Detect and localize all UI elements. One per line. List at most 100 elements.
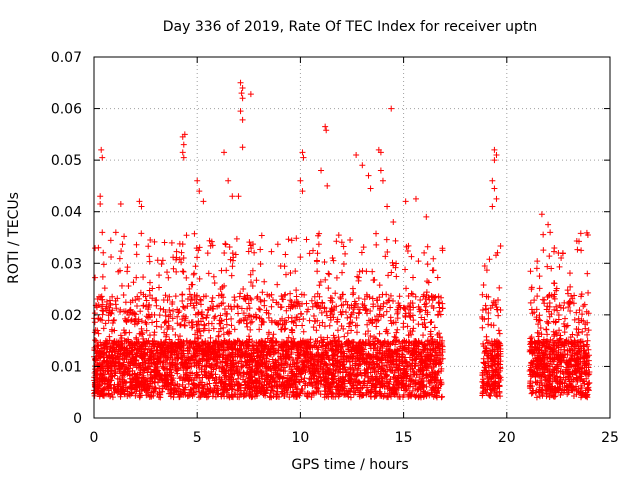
data-point bbox=[358, 249, 365, 256]
data-point bbox=[482, 302, 489, 309]
data-point bbox=[428, 293, 435, 300]
data-point bbox=[479, 324, 486, 331]
data-point bbox=[258, 321, 265, 328]
data-point bbox=[160, 306, 167, 313]
data-point bbox=[310, 324, 317, 331]
data-point bbox=[353, 329, 360, 336]
data-point bbox=[283, 307, 290, 314]
data-point bbox=[401, 304, 408, 311]
data-point bbox=[412, 380, 419, 387]
data-point bbox=[195, 335, 202, 342]
data-point bbox=[208, 298, 215, 305]
data-point bbox=[247, 319, 254, 326]
data-point bbox=[421, 249, 428, 256]
data-point bbox=[111, 317, 118, 324]
data-point bbox=[244, 305, 251, 312]
data-point bbox=[344, 330, 351, 337]
data-point bbox=[167, 390, 174, 397]
data-point bbox=[175, 309, 182, 316]
data-point bbox=[303, 236, 310, 243]
data-point bbox=[383, 291, 390, 298]
data-point bbox=[179, 149, 186, 156]
data-point bbox=[402, 354, 409, 361]
data-point bbox=[324, 334, 331, 341]
data-point bbox=[434, 274, 441, 281]
data-point bbox=[392, 264, 399, 271]
data-point bbox=[342, 250, 349, 257]
data-point bbox=[325, 270, 332, 277]
data-point bbox=[489, 203, 496, 210]
data-point bbox=[239, 339, 246, 346]
data-point bbox=[330, 257, 337, 264]
data-point bbox=[179, 298, 186, 305]
data-point bbox=[424, 349, 431, 356]
data-point bbox=[247, 91, 254, 98]
data-point bbox=[248, 279, 255, 286]
data-point bbox=[154, 257, 161, 264]
data-point bbox=[112, 229, 119, 236]
data-point bbox=[311, 293, 318, 300]
data-point bbox=[367, 333, 374, 340]
data-point bbox=[190, 271, 197, 278]
data-point bbox=[373, 230, 380, 237]
data-point bbox=[334, 318, 341, 325]
data-point bbox=[190, 385, 197, 392]
data-point bbox=[423, 367, 430, 374]
data-point bbox=[257, 296, 264, 303]
data-point bbox=[257, 246, 264, 253]
data-point bbox=[118, 282, 125, 289]
data-point bbox=[134, 303, 141, 310]
data-point bbox=[168, 239, 175, 246]
data-point bbox=[152, 297, 159, 304]
data-point bbox=[365, 172, 372, 179]
data-point bbox=[348, 327, 355, 334]
data-point bbox=[544, 318, 551, 325]
data-point bbox=[316, 322, 323, 329]
data-point bbox=[125, 283, 132, 290]
data-point bbox=[205, 270, 212, 277]
data-point bbox=[384, 203, 391, 210]
data-point bbox=[268, 303, 275, 310]
data-point bbox=[287, 270, 294, 277]
data-point bbox=[237, 108, 244, 115]
data-point bbox=[133, 349, 140, 356]
data-point bbox=[269, 335, 276, 342]
data-point bbox=[299, 149, 306, 156]
data-point bbox=[162, 319, 169, 326]
data-point bbox=[249, 318, 256, 325]
data-point bbox=[133, 251, 140, 258]
data-point bbox=[255, 305, 262, 312]
data-point bbox=[121, 233, 128, 240]
data-point bbox=[153, 302, 160, 309]
data-point bbox=[218, 291, 225, 298]
data-point bbox=[136, 198, 143, 205]
data-point bbox=[136, 330, 143, 337]
data-point bbox=[369, 268, 376, 275]
data-point bbox=[323, 127, 330, 134]
data-point bbox=[261, 278, 268, 285]
data-point bbox=[223, 316, 230, 323]
data-point bbox=[376, 282, 383, 289]
data-point bbox=[176, 375, 183, 382]
data-point bbox=[196, 188, 203, 195]
data-point bbox=[165, 274, 172, 281]
data-point bbox=[99, 229, 106, 236]
data-point bbox=[112, 301, 119, 308]
data-point bbox=[315, 241, 322, 248]
data-point bbox=[428, 303, 435, 310]
data-point bbox=[179, 241, 186, 248]
data-point bbox=[229, 263, 236, 270]
data-point bbox=[322, 370, 329, 377]
data-point bbox=[211, 315, 218, 322]
data-point bbox=[309, 344, 316, 351]
data-point bbox=[161, 329, 168, 336]
data-point bbox=[431, 324, 438, 331]
data-point bbox=[430, 255, 437, 262]
data-point bbox=[173, 268, 180, 275]
data-point bbox=[332, 290, 339, 297]
data-point bbox=[188, 324, 195, 331]
data-point bbox=[393, 273, 400, 280]
data-point bbox=[180, 154, 187, 161]
data-point bbox=[158, 324, 165, 331]
